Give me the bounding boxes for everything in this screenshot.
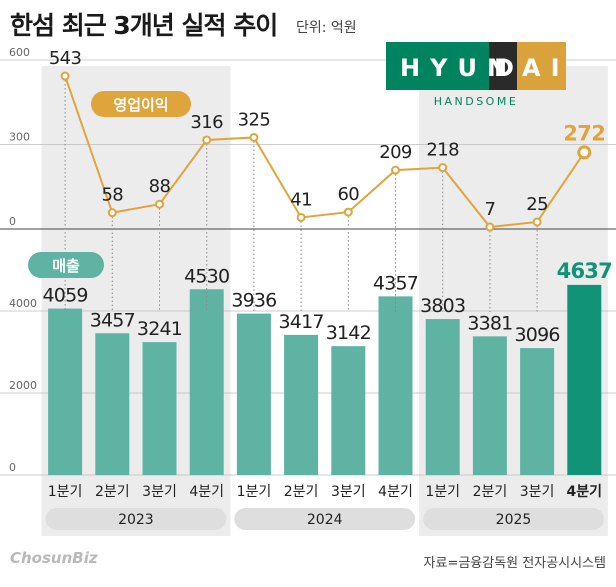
bar-value-label: 4530 (184, 265, 229, 287)
legend-profit-label: 영업이익 (113, 96, 168, 114)
profit-point (391, 165, 400, 175)
profit-value-label: 25 (526, 194, 548, 215)
profit-point (438, 163, 448, 173)
category-label: 4분기 (378, 484, 413, 500)
bar (142, 342, 177, 475)
category-label: 2분기 (284, 484, 319, 500)
profit-value-label: 88 (149, 176, 171, 197)
profit-point (107, 208, 117, 218)
year-pill (234, 508, 416, 530)
bar-value-label: 4637 (557, 259, 612, 283)
logo-text-mid: D (494, 54, 514, 82)
bar (425, 319, 460, 475)
category-label: 2분기 (95, 484, 130, 500)
legend-sales-pill (28, 252, 104, 278)
bar-value-label: 3936 (231, 290, 276, 312)
category-label: 3분기 (142, 484, 177, 500)
bar-value-label: 3417 (279, 311, 324, 333)
category-label: 1분기 (237, 484, 272, 500)
bar (236, 313, 271, 475)
year-label: 2024 (307, 512, 343, 528)
profit-point (296, 212, 306, 222)
bar-value-label: 4059 (43, 285, 88, 307)
profit-value-label: 58 (101, 185, 123, 206)
bar (378, 296, 413, 475)
bar-value-label: 3381 (467, 312, 512, 334)
profit-point (577, 145, 592, 160)
profit-value-label: 60 (337, 184, 359, 205)
bar-value-label: 3803 (420, 295, 465, 317)
legend-sales-label: 매출 (52, 257, 80, 275)
category-label: 2분기 (473, 484, 508, 500)
bar-value-label: 4357 (373, 272, 418, 294)
profit-point (343, 207, 353, 217)
profit-value-label: 325 (238, 109, 271, 130)
profit-point (155, 199, 164, 209)
bar (95, 333, 130, 475)
bar-value-label: 3142 (326, 322, 371, 344)
year-label: 2023 (118, 512, 154, 528)
category-label: 4분기 (567, 484, 603, 500)
line-ytick-label: 0 (9, 215, 16, 228)
year-pill (45, 508, 227, 530)
line-ytick-label: 300 (9, 131, 30, 144)
profit-value-label: 543 (49, 48, 82, 69)
logo-subtext: HANDSOME (434, 95, 519, 108)
bar (520, 348, 555, 475)
line-ytick-label: 600 (9, 46, 30, 59)
unit-label: 단위: 억원 (296, 20, 357, 36)
profit-value-label: 272 (563, 121, 605, 145)
bar-ytick-label: 4000 (9, 297, 37, 310)
bar (284, 334, 319, 475)
bar (189, 289, 224, 475)
bar-value-label: 3096 (515, 324, 560, 346)
bar (472, 336, 507, 475)
bar (567, 284, 602, 475)
bar-ytick-label: 0 (9, 461, 16, 474)
legend-profit-pill (91, 91, 191, 117)
bar (331, 346, 366, 475)
profit-point (249, 132, 259, 142)
profit-point (485, 222, 495, 232)
profit-value-label: 7 (484, 199, 495, 220)
year-label: 2025 (496, 512, 532, 528)
profit-point (532, 217, 542, 227)
category-label: 4분기 (189, 484, 224, 500)
logo-gold-block (517, 42, 566, 90)
year-pill (423, 508, 604, 530)
bar (48, 308, 83, 475)
bar-ytick-label: 2000 (9, 379, 37, 392)
source-label: 자료=금융감독원 전자공시시스템 (423, 556, 606, 571)
category-label: 1분기 (425, 484, 460, 500)
page-title: 한섬 최근 3개년 실적 추이 (10, 11, 278, 40)
logo-dark-block (489, 42, 517, 90)
profit-value-label: 316 (190, 112, 223, 133)
bar-value-label: 3457 (90, 309, 135, 331)
profit-value-label: 209 (379, 142, 412, 163)
category-label: 3분기 (331, 484, 366, 500)
profit-value-label: 218 (426, 140, 459, 161)
category-label: 1분기 (48, 484, 83, 500)
bar-value-label: 3241 (137, 318, 182, 340)
profit-value-label: 41 (290, 189, 312, 210)
profit-line (64, 75, 586, 229)
profit-point (60, 71, 70, 81)
profit-point (202, 135, 212, 145)
category-label: 3분기 (520, 484, 555, 500)
logo-text-left: HYUN (400, 54, 517, 82)
logo-text-right: AI (522, 54, 570, 82)
brand-label: ChosunBiz (10, 549, 98, 567)
